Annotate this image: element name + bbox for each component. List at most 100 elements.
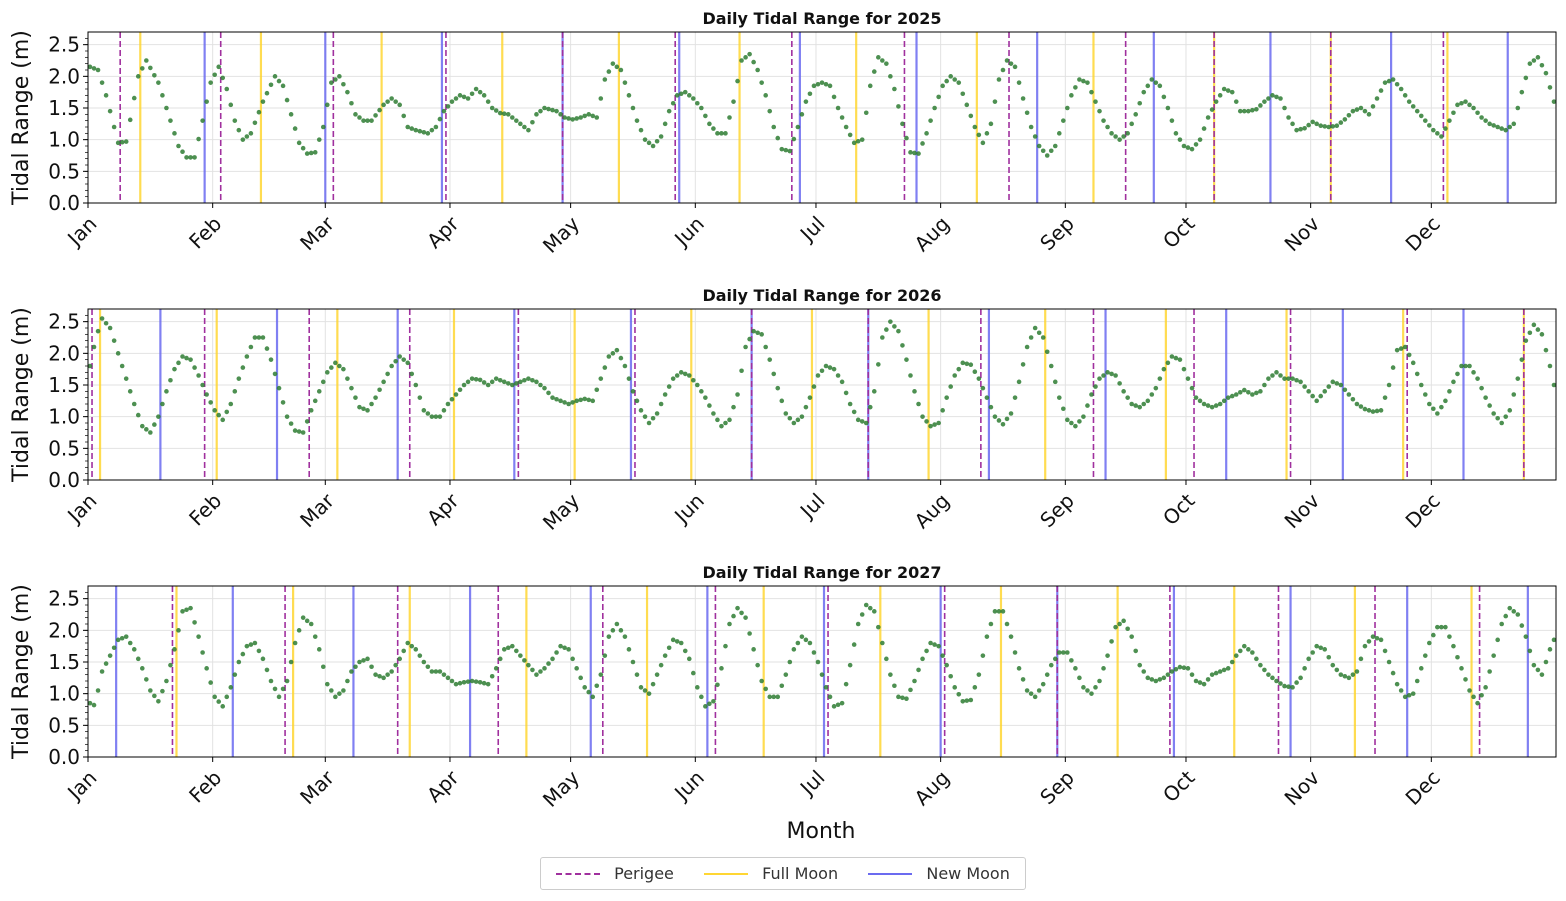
data-point (807, 395, 813, 400)
legend-item-perigee: Perigee (556, 864, 674, 883)
data-point (1487, 403, 1492, 408)
x-tick-label: Jul (794, 212, 829, 247)
data-point (381, 102, 386, 108)
data-point (465, 379, 471, 385)
data-point (489, 105, 495, 111)
data-point (888, 74, 893, 79)
data-point (349, 100, 354, 106)
data-point (1519, 623, 1525, 628)
data-point (1511, 609, 1517, 614)
data-point (1527, 648, 1533, 654)
data-point (546, 106, 551, 112)
data-point (316, 137, 322, 142)
data-point (936, 643, 941, 649)
data-point (1483, 118, 1488, 123)
data-point (1378, 88, 1384, 93)
data-point (1004, 621, 1010, 627)
data-point (413, 382, 419, 388)
data-point (1145, 398, 1151, 404)
data-point (630, 389, 636, 394)
data-point (1036, 688, 1042, 693)
data-point (228, 102, 234, 108)
data-point (437, 414, 443, 419)
y-axis-label: Tidal Range (m) (9, 584, 34, 760)
data-point (695, 382, 700, 388)
data-point (988, 621, 994, 627)
data-point (1443, 126, 1448, 131)
data-point (755, 662, 760, 668)
data-point (606, 634, 612, 639)
data-point (1406, 99, 1412, 104)
data-point (1318, 123, 1324, 129)
data-point (1483, 395, 1488, 400)
data-point (111, 645, 117, 651)
data-point (880, 640, 885, 646)
x-tick-label: Jan (61, 489, 101, 529)
data-point (377, 387, 382, 393)
data-point (1290, 685, 1295, 690)
data-point (695, 685, 700, 690)
data-point (1422, 118, 1428, 123)
data-point (570, 400, 575, 405)
subplot-2027: Daily Tidal Range for 2027 0.0 0.5 1.0 1.5 2.… (9, 563, 1557, 812)
data-point (369, 664, 374, 670)
data-point (1081, 78, 1086, 84)
data-point (325, 681, 330, 687)
x-tick-label: Feb (184, 489, 226, 531)
data-point (570, 656, 575, 662)
data-point (1370, 104, 1376, 109)
data-point (771, 371, 777, 377)
data-point (361, 406, 366, 412)
data-point (968, 362, 974, 368)
data-point (176, 143, 181, 149)
data-point (119, 635, 125, 641)
data-point (775, 694, 781, 700)
data-point (1233, 392, 1239, 397)
data-point (739, 368, 744, 374)
data-point (1527, 61, 1533, 66)
data-point (477, 89, 483, 95)
data-point (461, 94, 467, 100)
data-point (900, 121, 905, 127)
data-point (1085, 403, 1090, 408)
data-point (562, 115, 567, 120)
data-point (1129, 121, 1134, 127)
data-point (863, 420, 869, 426)
data-point (1117, 381, 1122, 386)
data-point (678, 640, 684, 646)
data-point (409, 126, 415, 131)
data-point (144, 427, 149, 432)
data-point (944, 78, 949, 84)
event-lines (119, 32, 1509, 203)
data-point (682, 371, 688, 377)
data-point (1177, 357, 1183, 362)
data-point (292, 126, 298, 131)
data-point (1418, 113, 1424, 119)
data-point (1153, 678, 1159, 684)
axes-frame (87, 585, 1557, 758)
data-point (127, 389, 133, 394)
data-point (168, 118, 173, 123)
data-point (244, 354, 250, 359)
data-point (216, 412, 222, 418)
data-point (811, 650, 817, 655)
data-point (1149, 677, 1155, 682)
data-point (1016, 379, 1022, 385)
data-point (292, 428, 298, 433)
data-point (743, 344, 748, 350)
data-point (1487, 121, 1492, 127)
data-point (759, 80, 764, 85)
data-point (1016, 666, 1022, 671)
data-point (345, 678, 350, 684)
x-tick-label: Jun (668, 212, 708, 252)
event-lines (115, 586, 1529, 757)
data-point (1402, 694, 1408, 700)
data-point (791, 136, 797, 142)
data-point (707, 403, 712, 408)
data-point (1338, 382, 1344, 388)
data-point (1422, 392, 1428, 397)
data-point (586, 112, 592, 117)
data-point (871, 389, 877, 394)
data-point (534, 672, 539, 677)
data-point (385, 672, 390, 677)
